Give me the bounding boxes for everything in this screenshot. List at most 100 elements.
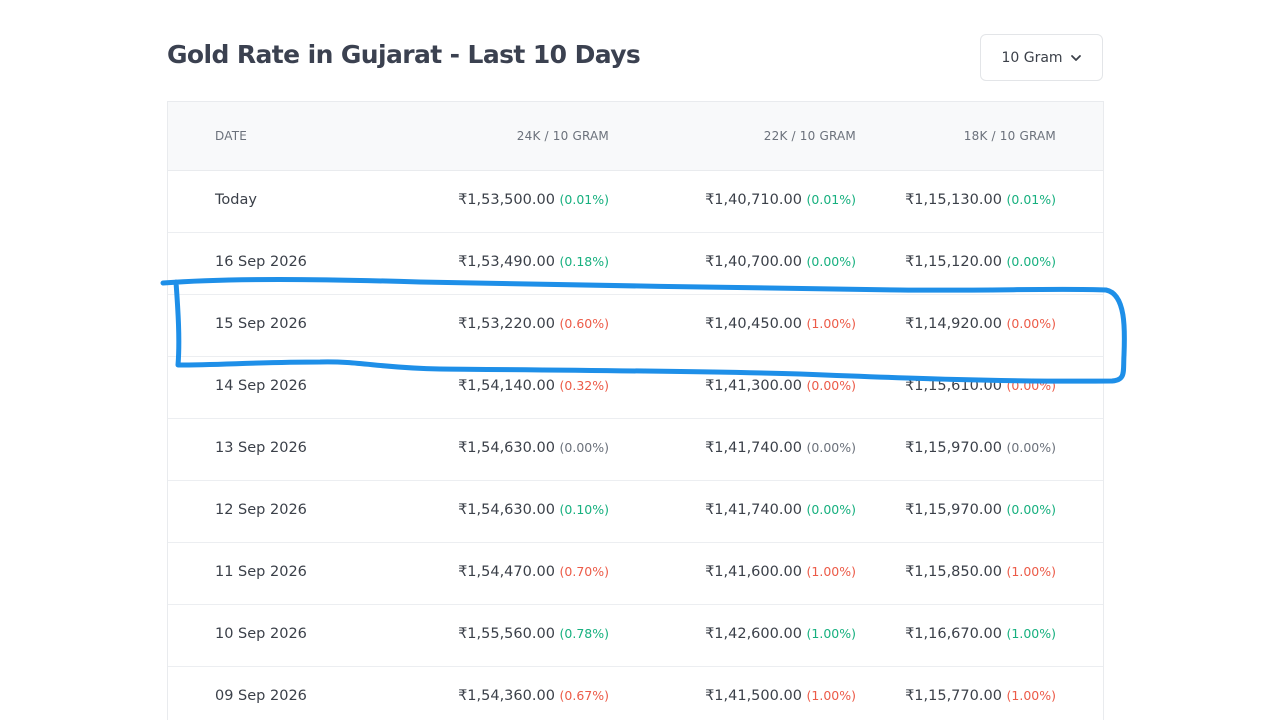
price-change-22k: (1.00%) xyxy=(806,688,856,703)
row-price-18k: ₹1,15,120.00 (0.00%) xyxy=(905,254,1056,270)
price-value-24k: ₹1,54,360.00 xyxy=(458,688,555,704)
row-date: 11 Sep 2026 xyxy=(215,564,307,580)
price-value-22k: ₹1,41,300.00 xyxy=(705,378,802,394)
row-price-22k: ₹1,41,600.00 (1.00%) xyxy=(705,564,856,580)
row-price-22k: ₹1,41,500.00 (1.00%) xyxy=(705,688,856,704)
table-header: DATE 24K / 10 GRAM 22K / 10 GRAM 18K / 1… xyxy=(168,102,1103,171)
price-change-18k: (1.00%) xyxy=(1006,688,1056,703)
column-header-date: DATE xyxy=(215,129,248,143)
price-change-24k: (0.67%) xyxy=(559,688,609,703)
price-value-24k: ₹1,53,500.00 xyxy=(458,192,555,208)
price-change-22k: (0.00%) xyxy=(806,378,856,393)
column-header-18k: 18K / 10 GRAM xyxy=(963,129,1056,143)
table-row: 13 Sep 2026 ₹1,54,630.00 (0.00%) ₹1,41,740… xyxy=(168,419,1103,481)
price-change-22k: (0.00%) xyxy=(806,502,856,517)
table-row: 11 Sep 2026 ₹1,54,470.00 (0.70%) ₹1,41,600… xyxy=(168,543,1103,605)
row-price-24k: ₹1,53,220.00 (0.60%) xyxy=(458,316,609,332)
row-date: Today xyxy=(215,192,257,208)
price-change-24k: (0.01%) xyxy=(559,192,609,207)
price-change-22k: (1.00%) xyxy=(806,564,856,579)
price-value-18k: ₹1,15,120.00 xyxy=(905,254,1002,270)
table-row: 16 Sep 2026 ₹1,53,490.00 (0.18%) ₹1,40,700… xyxy=(168,233,1103,295)
price-value-22k: ₹1,42,600.00 xyxy=(705,626,802,642)
price-value-18k: ₹1,15,770.00 xyxy=(905,688,1002,704)
price-change-18k: (0.00%) xyxy=(1006,378,1056,393)
price-change-18k: (0.00%) xyxy=(1006,502,1056,517)
price-value-18k: ₹1,14,920.00 xyxy=(905,316,1002,332)
row-price-18k: ₹1,15,610.00 (0.00%) xyxy=(905,378,1056,394)
row-date: 12 Sep 2026 xyxy=(215,502,307,518)
price-change-24k: (0.60%) xyxy=(559,316,609,331)
price-value-22k: ₹1,41,740.00 xyxy=(705,502,802,518)
row-date: 16 Sep 2026 xyxy=(215,254,307,270)
price-value-24k: ₹1,54,630.00 xyxy=(458,502,555,518)
price-change-22k: (1.00%) xyxy=(806,626,856,641)
row-price-22k: ₹1,40,700.00 (0.00%) xyxy=(705,254,856,270)
row-price-22k: ₹1,41,740.00 (0.00%) xyxy=(705,440,856,456)
price-change-18k: (1.00%) xyxy=(1006,626,1056,641)
row-price-24k: ₹1,54,630.00 (0.00%) xyxy=(458,440,609,456)
row-price-18k: ₹1,15,770.00 (1.00%) xyxy=(905,688,1056,704)
price-value-24k: ₹1,54,630.00 xyxy=(458,440,555,456)
price-change-18k: (0.00%) xyxy=(1006,254,1056,269)
price-change-22k: (0.00%) xyxy=(806,440,856,455)
table-row: 10 Sep 2026 ₹1,55,560.00 (0.78%) ₹1,42,600… xyxy=(168,605,1103,667)
price-value-24k: ₹1,53,220.00 xyxy=(458,316,555,332)
row-date: 10 Sep 2026 xyxy=(215,626,307,642)
page-title: Gold Rate in Gujarat - Last 10 Days xyxy=(167,40,641,69)
row-price-22k: ₹1,41,300.00 (0.00%) xyxy=(705,378,856,394)
price-value-24k: ₹1,53,490.00 xyxy=(458,254,555,270)
price-change-24k: (0.32%) xyxy=(559,378,609,393)
price-change-18k: (1.00%) xyxy=(1006,564,1056,579)
price-value-24k: ₹1,54,140.00 xyxy=(458,378,555,394)
price-change-22k: (0.01%) xyxy=(806,192,856,207)
table-row: 14 Sep 2026 ₹1,54,140.00 (0.32%) ₹1,41,300… xyxy=(168,357,1103,419)
table-row: 09 Sep 2026 ₹1,54,360.00 (0.67%) ₹1,41,500… xyxy=(168,667,1103,720)
row-date: 15 Sep 2026 xyxy=(215,316,307,332)
row-price-18k: ₹1,15,850.00 (1.00%) xyxy=(905,564,1056,580)
row-price-22k: ₹1,41,740.00 (0.00%) xyxy=(705,502,856,518)
price-value-22k: ₹1,41,600.00 xyxy=(705,564,802,580)
price-value-22k: ₹1,41,500.00 xyxy=(705,688,802,704)
gold-rate-table: DATE 24K / 10 GRAM 22K / 10 GRAM 18K / 1… xyxy=(167,101,1104,720)
price-value-24k: ₹1,54,470.00 xyxy=(458,564,555,580)
unit-select-dropdown[interactable]: 10 Gram xyxy=(980,34,1103,81)
price-value-22k: ₹1,40,700.00 xyxy=(705,254,802,270)
row-price-24k: ₹1,53,500.00 (0.01%) xyxy=(458,192,609,208)
price-change-18k: (0.00%) xyxy=(1006,316,1056,331)
row-price-24k: ₹1,54,470.00 (0.70%) xyxy=(458,564,609,580)
table-row: 12 Sep 2026 ₹1,54,630.00 (0.10%) ₹1,41,740… xyxy=(168,481,1103,543)
row-price-18k: ₹1,15,970.00 (0.00%) xyxy=(905,440,1056,456)
row-price-24k: ₹1,53,490.00 (0.18%) xyxy=(458,254,609,270)
row-price-18k: ₹1,14,920.00 (0.00%) xyxy=(905,316,1056,332)
row-price-24k: ₹1,54,630.00 (0.10%) xyxy=(458,502,609,518)
price-change-24k: (0.18%) xyxy=(559,254,609,269)
row-date: 09 Sep 2026 xyxy=(215,688,307,704)
row-date: 14 Sep 2026 xyxy=(215,378,307,394)
price-value-18k: ₹1,15,130.00 xyxy=(905,192,1002,208)
row-price-22k: ₹1,40,450.00 (1.00%) xyxy=(705,316,856,332)
price-change-24k: (0.10%) xyxy=(559,502,609,517)
row-price-22k: ₹1,40,710.00 (0.01%) xyxy=(705,192,856,208)
price-change-24k: (0.70%) xyxy=(559,564,609,579)
price-value-18k: ₹1,15,610.00 xyxy=(905,378,1002,394)
row-price-18k: ₹1,16,670.00 (1.00%) xyxy=(905,626,1056,642)
unit-select-value: 10 Gram xyxy=(1001,49,1063,66)
row-price-24k: ₹1,55,560.00 (0.78%) xyxy=(458,626,609,642)
column-header-22k: 22K / 10 GRAM xyxy=(763,129,856,143)
price-change-24k: (0.78%) xyxy=(559,626,609,641)
price-change-18k: (0.00%) xyxy=(1006,440,1056,455)
price-value-18k: ₹1,15,970.00 xyxy=(905,440,1002,456)
price-change-22k: (0.00%) xyxy=(806,254,856,269)
price-change-18k: (0.01%) xyxy=(1006,192,1056,207)
price-change-22k: (1.00%) xyxy=(806,316,856,331)
price-value-22k: ₹1,40,450.00 xyxy=(705,316,802,332)
price-value-24k: ₹1,55,560.00 xyxy=(458,626,555,642)
row-date: 13 Sep 2026 xyxy=(215,440,307,456)
price-value-18k: ₹1,15,970.00 xyxy=(905,502,1002,518)
price-value-18k: ₹1,15,850.00 xyxy=(905,564,1002,580)
price-value-22k: ₹1,41,740.00 xyxy=(705,440,802,456)
table-row: 15 Sep 2026 ₹1,53,220.00 (0.60%) ₹1,40,450… xyxy=(168,295,1103,357)
row-price-24k: ₹1,54,360.00 (0.67%) xyxy=(458,688,609,704)
price-value-22k: ₹1,40,710.00 xyxy=(705,192,802,208)
